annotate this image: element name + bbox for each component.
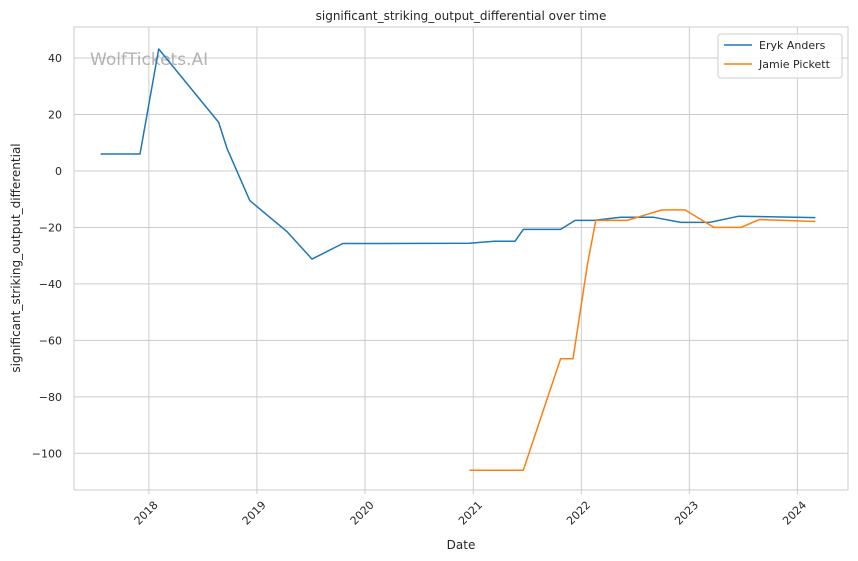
x-tick-label: 2020 [348,499,377,528]
legend: Eryk Anders Jamie Pickett [717,33,843,79]
x-tick-label: 2024 [780,499,809,528]
legend-label-eryk-anders: Eryk Anders [759,39,826,52]
legend-label-jamie-pickett: Jamie Pickett [758,58,831,71]
chart-title: significant_striking_output_differential… [316,9,607,23]
x-tick-label: 2023 [672,499,701,528]
x-axis: 2018 2019 2020 2021 2022 2023 2024 [132,490,809,528]
series-line-jamie-pickett [469,209,816,471]
y-tick-label: −60 [39,334,62,347]
series-line-eryk-anders [100,48,816,260]
x-tick-label: 2021 [456,499,485,528]
series-layer [100,48,816,471]
plot-area [73,26,849,491]
y-tick-label: −100 [32,447,62,460]
y-tick-label: 20 [48,109,62,122]
y-tick-label: 40 [48,52,62,65]
x-tick-label: 2022 [564,499,593,528]
grid-lines [74,27,848,490]
y-tick-label: −40 [39,278,62,291]
y-axis-title: significant_striking_output_differential [9,143,23,372]
y-tick-label: 0 [55,165,62,178]
x-tick-label: 2019 [240,499,269,528]
x-axis-title: Date [447,538,476,552]
y-tick-label: −80 [39,391,62,404]
x-tick-label: 2018 [132,499,161,528]
y-axis: 40 20 0 −20 −40 −60 −80 −100 [32,52,62,460]
watermark: WolfTickets.AI [90,50,208,70]
y-tick-label: −20 [39,221,62,234]
